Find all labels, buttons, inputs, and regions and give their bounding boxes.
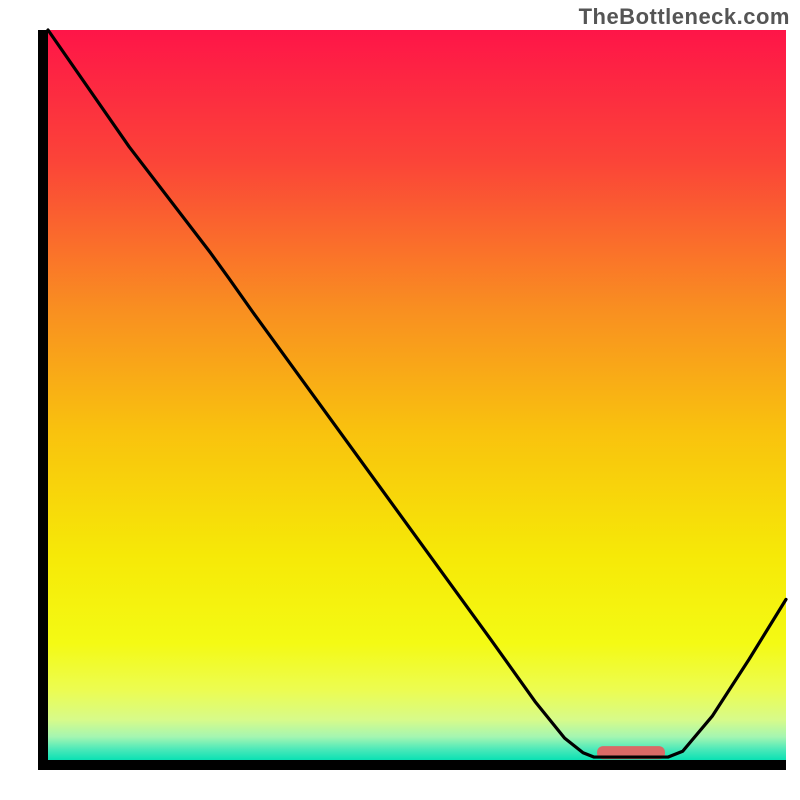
chart-root: TheBottleneck.com (0, 0, 800, 800)
x-axis (38, 760, 786, 770)
y-axis (38, 30, 48, 770)
gradient-fill (48, 30, 786, 760)
gradient-plot (0, 0, 800, 800)
